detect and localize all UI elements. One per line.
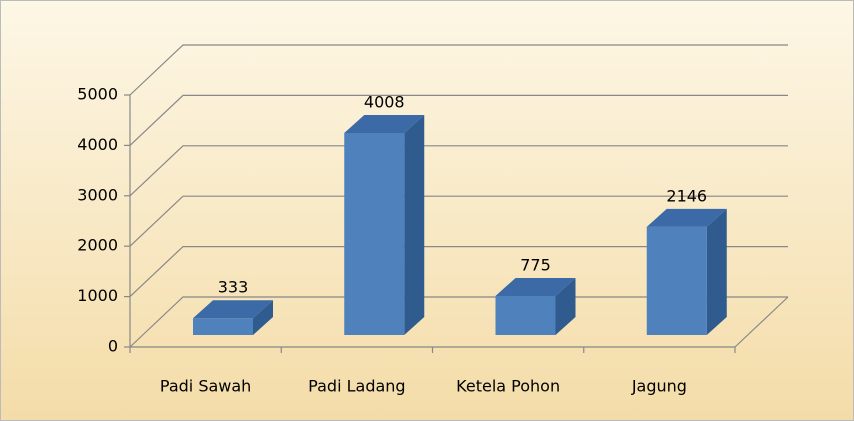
data-label: 333 [218, 278, 249, 297]
grid-line [129, 94, 788, 146]
bar-top [193, 300, 273, 319]
grid-line [129, 44, 788, 96]
bar-top [646, 208, 727, 227]
x-tick-label: Jagung [631, 377, 687, 396]
grid-line [129, 296, 788, 348]
x-tick-label: Padi Sawah [160, 377, 251, 396]
y-tick-label: 5000 [77, 85, 118, 104]
bar-side [404, 114, 425, 336]
grid-line [129, 246, 788, 298]
bar-side [706, 208, 727, 335]
grid-line [129, 195, 788, 247]
floor-right [734, 296, 789, 348]
y-tick-label: 1000 [77, 286, 118, 305]
data-label: 2146 [666, 186, 707, 205]
data-label: 775 [520, 255, 551, 274]
bar [193, 318, 253, 335]
bar-side [253, 300, 273, 335]
y-tick-label: 3000 [77, 185, 118, 204]
bar [344, 132, 405, 335]
y-tick-label: 0 [108, 337, 118, 356]
data-label: 4008 [364, 92, 405, 111]
bar-side [555, 277, 576, 335]
bar-top [344, 114, 425, 133]
x-tick-label: Ketela Pohon [456, 377, 560, 396]
bar [646, 226, 707, 335]
bar [495, 295, 556, 335]
y-tick-label: 4000 [77, 135, 118, 154]
grid-line [129, 145, 788, 197]
y-tick-label: 2000 [77, 236, 118, 255]
bar-top [495, 277, 576, 296]
x-tick-label: Padi Ladang [308, 377, 405, 396]
